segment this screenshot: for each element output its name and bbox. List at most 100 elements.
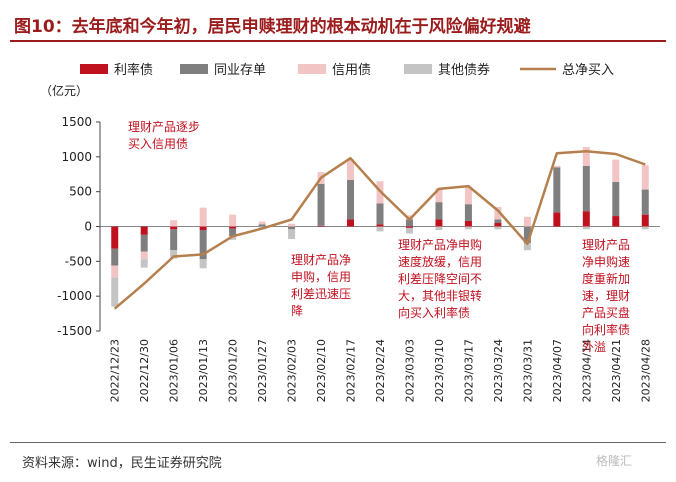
x-tick-label: 2023/04/21 bbox=[610, 339, 623, 402]
legend-swatch bbox=[80, 64, 108, 74]
bar-其他债券 bbox=[199, 259, 207, 269]
bar-利率债 bbox=[111, 226, 119, 249]
legend-label: 同业存单 bbox=[214, 63, 266, 78]
bar-同业存单 bbox=[612, 181, 620, 217]
bar-同业存单 bbox=[464, 204, 472, 221]
x-tick-label: 2023/02/10 bbox=[315, 339, 328, 402]
bar-其他债券 bbox=[376, 226, 384, 232]
bar-其他债券 bbox=[435, 226, 443, 230]
bar-信用债 bbox=[258, 221, 266, 225]
legend-swatch bbox=[180, 64, 208, 74]
y-tick-label: 0 bbox=[84, 220, 92, 234]
x-tick-label: 2023/04/07 bbox=[551, 339, 564, 402]
bar-信用债 bbox=[553, 165, 561, 168]
bar-其他债券 bbox=[641, 226, 649, 230]
bar-信用债 bbox=[612, 159, 620, 182]
bar-利率债 bbox=[317, 225, 325, 227]
bar-同业存单 bbox=[405, 219, 413, 227]
bar-利率债 bbox=[435, 219, 443, 227]
bar-其他债券 bbox=[582, 226, 590, 230]
title-bar: 图10：去年底和今年初，居民申赎理财的根本动机在于风险偏好规避 bbox=[10, 6, 666, 42]
bar-利率债 bbox=[229, 226, 237, 229]
bar-信用债 bbox=[435, 188, 443, 203]
bar-其他债券 bbox=[288, 229, 296, 240]
annotation: 理财产品逐步买入信用债 bbox=[128, 120, 200, 151]
legend-swatch bbox=[404, 64, 432, 74]
annotation: 理财产品净申购速度放缓，信用利差压降空间不大，其他非银转向买入利率债 bbox=[398, 237, 482, 320]
bar-其他债券 bbox=[111, 277, 119, 307]
bar-利率债 bbox=[347, 219, 355, 227]
x-tick-label: 2022/12/23 bbox=[109, 339, 122, 402]
bar-其他债券 bbox=[405, 227, 413, 234]
bar-信用债 bbox=[199, 207, 207, 227]
x-tick-label: 2023/03/24 bbox=[492, 339, 505, 402]
bar-利率债 bbox=[376, 224, 384, 227]
bar-信用债 bbox=[582, 147, 590, 166]
bar-同业存单 bbox=[347, 179, 355, 220]
bar-同业存单 bbox=[523, 226, 531, 244]
annotation: 理财产品净申购速度重新加速，理财产品买盘向利率债外溢 bbox=[582, 238, 630, 354]
x-tick-label: 2023/03/17 bbox=[462, 339, 475, 402]
watermark: 格隆汇 bbox=[596, 454, 633, 468]
legend-label: 信用债 bbox=[332, 63, 371, 78]
bar-利率债 bbox=[170, 226, 178, 230]
bar-信用债 bbox=[494, 206, 502, 220]
bar-其他债券 bbox=[140, 259, 148, 268]
bar-利率债 bbox=[140, 226, 148, 235]
x-tick-label: 2022/12/30 bbox=[138, 339, 151, 402]
bar-利率债 bbox=[582, 211, 590, 227]
bar-同业存单 bbox=[376, 203, 384, 225]
bar-利率债 bbox=[405, 226, 413, 228]
bar-其他债券 bbox=[523, 243, 531, 251]
legend-label: 其他债券 bbox=[438, 62, 490, 78]
y-tick-label: 1500 bbox=[61, 115, 92, 129]
x-tick-label: 2023/01/06 bbox=[168, 339, 181, 402]
bar-信用债 bbox=[347, 159, 355, 180]
x-tick-label: 2023/02/24 bbox=[374, 339, 387, 402]
x-tick-label: 2023/01/20 bbox=[227, 339, 240, 402]
y-tick-label: -500 bbox=[65, 254, 92, 268]
bar-同业存单 bbox=[258, 224, 266, 227]
bar-信用债 bbox=[464, 186, 472, 205]
x-tick-label: 2023/04/14 bbox=[580, 339, 593, 402]
bar-信用债 bbox=[405, 215, 413, 220]
bar-信用债 bbox=[523, 216, 531, 227]
bar-同业存单 bbox=[553, 167, 561, 213]
bar-其他债券 bbox=[229, 236, 237, 240]
bar-同业存单 bbox=[494, 219, 502, 224]
bar-同业存单 bbox=[199, 229, 207, 260]
bar-利率债 bbox=[494, 223, 502, 227]
bar-信用债 bbox=[140, 251, 148, 260]
line-总净买入 bbox=[113, 150, 646, 310]
chart-title: 图10：去年底和今年初，居民申赎理财的根本动机在于风险偏好规避 bbox=[14, 17, 531, 37]
x-tick-label: 2023/01/13 bbox=[197, 339, 210, 402]
source-divider bbox=[10, 442, 666, 443]
bar-利率债 bbox=[612, 216, 620, 227]
legend-swatch bbox=[298, 64, 326, 74]
bar-同业存单 bbox=[288, 226, 296, 230]
y-tick-label: -1000 bbox=[57, 289, 92, 303]
x-tick-label: 2023/03/10 bbox=[433, 339, 446, 402]
y-tick-label: -1500 bbox=[57, 324, 92, 338]
legend-label: 利率债 bbox=[114, 62, 153, 78]
bar-利率债 bbox=[641, 214, 649, 227]
y-tick-label: 500 bbox=[69, 185, 92, 199]
x-tick-label: 2023/01/27 bbox=[256, 339, 269, 402]
bar-同业存单 bbox=[641, 189, 649, 215]
bar-同业存单 bbox=[317, 184, 325, 226]
bar-同业存单 bbox=[140, 234, 148, 252]
bar-同业存单 bbox=[582, 165, 590, 212]
bar-同业存单 bbox=[435, 202, 443, 220]
bar-同业存单 bbox=[229, 228, 237, 237]
y-unit-label: （亿元） bbox=[40, 83, 88, 98]
bar-利率债 bbox=[553, 212, 561, 227]
source-note: 资料来源：wind，民生证券研究院 bbox=[22, 456, 222, 471]
bar-信用债 bbox=[111, 265, 119, 278]
x-tick-label: 2023/03/03 bbox=[403, 339, 416, 402]
bar-利率债 bbox=[199, 226, 207, 230]
bar-其他债券 bbox=[464, 226, 472, 230]
legend-label: 总净买入 bbox=[562, 63, 614, 78]
x-tick-label: 2023/03/31 bbox=[521, 339, 534, 402]
bar-信用债 bbox=[229, 214, 237, 227]
